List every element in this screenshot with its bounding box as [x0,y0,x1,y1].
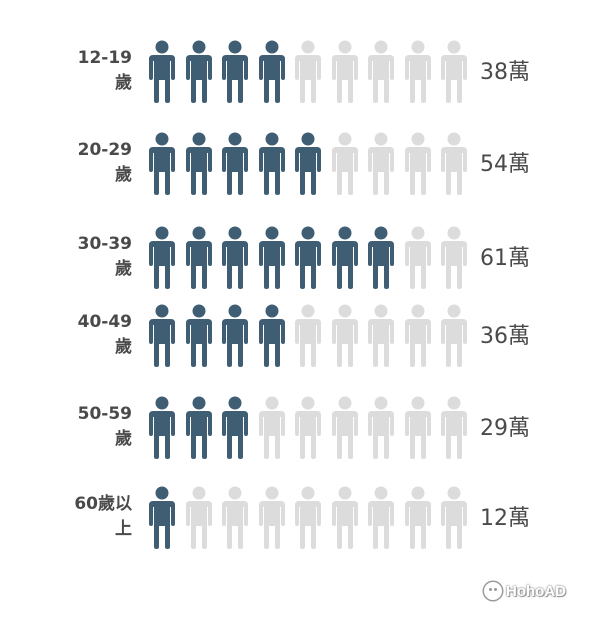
person-icon-empty [221,486,249,554]
person-icon-empty [294,40,322,108]
person-icon-filled [221,304,249,372]
population-value: 54萬 [480,152,530,177]
person-icon-empty [404,304,432,372]
person-icon-empty [440,226,468,294]
person-icon-filled [258,226,286,294]
person-icon-empty [331,132,359,200]
person-icon-filled [221,226,249,294]
person-icon-filled [294,226,322,294]
person-icon-empty [367,132,395,200]
age-group-row: 20-29 歲 54萬 [0,132,600,212]
age-group-row: 12-19 歲 38萬 [0,40,600,120]
age-group-label: 12-19 歲 [77,48,132,93]
person-icon-empty [404,40,432,108]
person-icon-empty [440,304,468,372]
person-icon-filled [294,132,322,200]
person-icon-filled [148,226,176,294]
age-group-row: 60歲以 上 12萬 [0,486,600,566]
person-icon-empty [367,304,395,372]
person-icon-empty [331,304,359,372]
smiley-face-icon [484,582,502,600]
population-value: 36萬 [480,324,530,349]
person-icon-empty [331,40,359,108]
person-icon-filled [148,486,176,554]
person-icon-filled [185,132,213,200]
person-icon-filled [221,40,249,108]
person-icon-filled [367,226,395,294]
person-icon-empty [367,486,395,554]
population-value: 12萬 [480,506,530,531]
person-icon-empty [440,396,468,464]
person-icon-filled [258,132,286,200]
person-icon-empty [258,486,286,554]
population-value: 29萬 [480,416,530,441]
person-icon-filled [185,226,213,294]
person-icon-filled [148,396,176,464]
person-icon-filled [185,396,213,464]
person-icon-empty [331,486,359,554]
person-icon-empty [294,486,322,554]
person-icon-filled [331,226,359,294]
age-group-label: 20-29 歲 [77,140,132,185]
person-icon-empty [404,396,432,464]
person-icon-empty [367,396,395,464]
age-group-label: 30-39 歲 [77,234,132,279]
population-value: 61萬 [480,246,530,271]
person-icon-filled [258,40,286,108]
person-icon-filled [148,40,176,108]
watermark: HohoAD [484,582,566,600]
person-icon-empty [258,396,286,464]
person-icon-empty [404,486,432,554]
person-icon-filled [221,132,249,200]
person-icon-filled [185,304,213,372]
person-icon-empty [367,40,395,108]
population-value: 38萬 [480,60,530,85]
person-icon-empty [404,132,432,200]
person-icon-filled [185,40,213,108]
person-icon-filled [258,304,286,372]
person-icon-empty [404,226,432,294]
person-icon-filled [148,304,176,372]
person-icon-filled [221,396,249,464]
age-group-label: 50-59 歲 [77,404,132,449]
age-group-label: 60歲以 上 [74,494,132,539]
watermark-text: HohoAD [506,582,566,600]
person-icon-empty [185,486,213,554]
person-icon-empty [294,396,322,464]
person-icon-empty [294,304,322,372]
person-icon-empty [440,132,468,200]
age-group-label: 40-49 歲 [77,312,132,357]
age-group-row: 30-39 歲 61萬 [0,226,600,306]
age-group-row: 40-49 歲 36萬 [0,304,600,384]
age-group-row: 50-59 歲 29萬 [0,396,600,476]
person-icon-empty [440,40,468,108]
person-icon-filled [148,132,176,200]
person-icon-empty [440,486,468,554]
person-icon-empty [331,396,359,464]
